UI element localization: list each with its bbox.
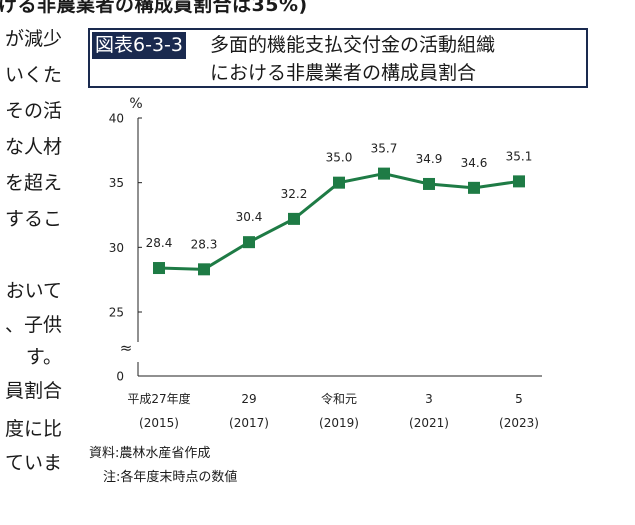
side-text-line: が減少	[4, 28, 62, 50]
data-label: 34.6	[461, 156, 488, 170]
x-tick-sublabel: (2021)	[409, 416, 449, 430]
side-text-line: するこ	[4, 208, 62, 230]
data-point	[333, 176, 345, 189]
clipped-heading: ける非農業者の構成員割合は35%)	[0, 0, 308, 16]
x-tick-label: 29	[241, 392, 256, 406]
data-point	[423, 177, 435, 190]
side-text-line: その活	[4, 100, 62, 122]
x-tick-sublabel: (2023)	[499, 416, 539, 430]
data-label: 32.2	[281, 187, 308, 201]
data-label: 28.4	[146, 236, 173, 250]
data-point	[198, 263, 210, 276]
y-tick-label: 40	[109, 112, 124, 126]
x-tick-sublabel: (2017)	[229, 416, 269, 430]
side-text-line: を超え	[4, 172, 62, 194]
data-label: 34.9	[416, 152, 443, 166]
data-label: 35.1	[506, 149, 533, 163]
figure-title-box: 図表6-3-3 多面的機能支払交付金の活動組織 における非農業者の構成員割合	[88, 28, 588, 88]
y-tick-label: 25	[109, 306, 124, 320]
axis-break-mark: ≈	[120, 339, 133, 357]
side-text-line: 、子供	[4, 314, 62, 336]
data-label: 35.7	[371, 142, 398, 156]
data-label: 28.3	[191, 237, 218, 251]
data-point	[243, 236, 255, 249]
y-tick-label: 0	[116, 370, 124, 384]
side-text-line: 度に比	[4, 418, 62, 440]
data-point	[513, 175, 525, 188]
figure-title-line2: における非農業者の構成員割合	[210, 62, 477, 84]
data-point	[288, 212, 300, 225]
side-text-line: な人材	[4, 136, 62, 158]
figure-tag: 図表6-3-3	[92, 32, 186, 59]
data-label: 35.0	[326, 151, 353, 165]
side-text-line: ていま	[4, 452, 62, 474]
data-point	[153, 262, 165, 275]
x-tick-sublabel: (2015)	[139, 416, 179, 430]
figure-title-line1: 多面的機能支払交付金の活動組織	[210, 34, 496, 56]
side-text-line: いくた	[4, 64, 62, 86]
x-tick-label: 平成27年度	[127, 391, 190, 406]
y-axis-unit: %	[129, 96, 142, 112]
y-tick-label: 35	[109, 176, 124, 190]
x-tick-label: 5	[515, 392, 523, 406]
x-tick-label: 3	[425, 392, 433, 406]
y-tick-label: 30	[109, 241, 124, 255]
x-tick-label: 令和元	[321, 391, 357, 406]
footnote: 注:各年度末時点の数値	[103, 470, 238, 485]
side-text-line: す。	[25, 346, 62, 368]
data-label: 30.4	[236, 210, 263, 224]
source-note: 資料:農林水産省作成	[89, 446, 211, 461]
side-text-line: 員割合	[4, 380, 62, 402]
side-text-line: おいて	[5, 280, 62, 302]
data-point	[468, 181, 480, 194]
x-tick-sublabel: (2019)	[319, 416, 359, 430]
data-point	[378, 167, 390, 180]
line-chart: ≈%025303540平成27年度(2015)29(2017)令和元(2019)…	[109, 96, 542, 430]
